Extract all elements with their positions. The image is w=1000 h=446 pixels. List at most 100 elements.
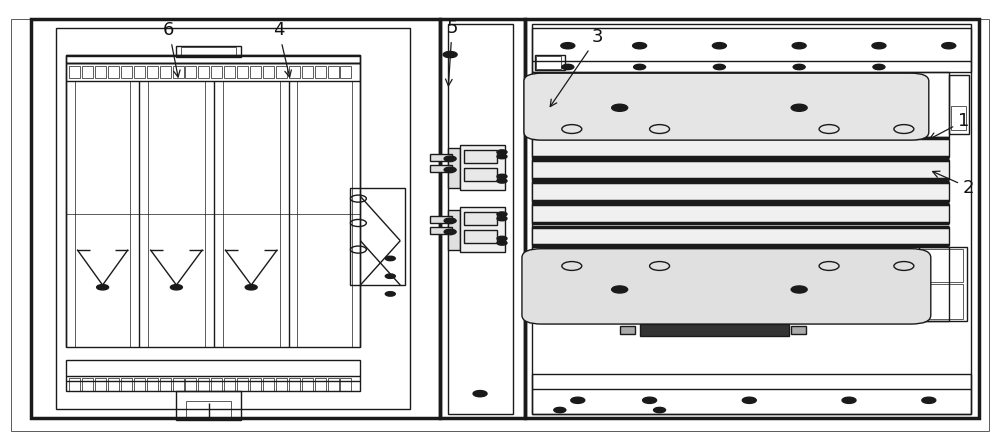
Text: 4: 4 [273, 21, 291, 77]
FancyBboxPatch shape [524, 73, 929, 140]
Circle shape [497, 241, 507, 245]
Bar [464, 150, 497, 163]
Circle shape [633, 43, 647, 49]
Bar [66, 54, 360, 63]
Bar [66, 63, 360, 347]
Bar [173, 66, 184, 78]
Circle shape [571, 397, 585, 403]
Bar [82, 66, 93, 78]
Bar [289, 378, 300, 391]
Bar [532, 160, 949, 179]
Bar [536, 56, 561, 69]
Bar [535, 54, 565, 70]
Text: 5: 5 [446, 19, 458, 86]
Bar [340, 378, 351, 391]
Bar [31, 19, 440, 418]
Bar [302, 378, 313, 391]
Bar [440, 19, 525, 418]
Circle shape [497, 216, 507, 221]
Circle shape [497, 236, 507, 241]
Circle shape [170, 285, 182, 290]
Text: 1: 1 [930, 112, 969, 139]
Circle shape [654, 407, 666, 413]
Circle shape [385, 256, 395, 260]
Circle shape [562, 64, 574, 70]
Bar [198, 378, 209, 391]
Bar [237, 66, 248, 78]
Bar [185, 378, 196, 391]
Bar [263, 66, 274, 78]
Bar [328, 66, 339, 78]
Circle shape [497, 150, 507, 154]
Circle shape [554, 407, 566, 413]
Bar [532, 204, 949, 223]
Bar [185, 66, 196, 78]
Bar [460, 145, 505, 190]
Circle shape [922, 397, 936, 403]
Bar [464, 212, 497, 225]
Bar [121, 378, 132, 391]
Bar [791, 326, 806, 334]
Circle shape [497, 179, 507, 183]
Circle shape [872, 43, 886, 49]
Circle shape [97, 285, 109, 290]
Polygon shape [448, 148, 460, 187]
Circle shape [712, 43, 726, 49]
Bar [328, 378, 339, 391]
Bar [66, 54, 360, 63]
Circle shape [385, 292, 395, 296]
Bar [315, 378, 326, 391]
Bar [95, 378, 106, 391]
Circle shape [873, 64, 885, 70]
Bar [173, 378, 184, 391]
Text: 2: 2 [933, 171, 974, 197]
Polygon shape [430, 227, 452, 234]
Circle shape [713, 64, 725, 70]
Circle shape [612, 104, 628, 112]
Circle shape [792, 43, 806, 49]
Bar [448, 24, 513, 413]
Circle shape [742, 397, 756, 403]
Bar [640, 324, 789, 336]
Bar [95, 66, 106, 78]
Bar [181, 47, 236, 55]
Circle shape [444, 229, 456, 235]
Circle shape [643, 397, 657, 403]
Bar [176, 392, 241, 420]
Bar [907, 95, 919, 119]
Bar [237, 378, 248, 391]
Bar [176, 45, 241, 57]
Bar [276, 66, 287, 78]
Bar [211, 66, 222, 78]
Bar [350, 187, 405, 285]
Polygon shape [448, 210, 460, 250]
Circle shape [385, 274, 395, 278]
Bar [108, 378, 119, 391]
Bar [302, 66, 313, 78]
Bar [464, 168, 497, 181]
Bar [108, 66, 119, 78]
Bar [951, 106, 966, 130]
Bar [532, 72, 949, 136]
Bar [134, 378, 145, 391]
Circle shape [634, 64, 646, 70]
Bar [532, 138, 949, 157]
Bar [69, 66, 80, 78]
Bar [211, 378, 222, 391]
Bar [525, 19, 979, 418]
Bar [82, 378, 93, 391]
Bar [250, 66, 261, 78]
Polygon shape [430, 165, 452, 172]
Bar [160, 378, 171, 391]
Bar [460, 207, 505, 252]
Bar [532, 24, 971, 413]
Circle shape [612, 286, 628, 293]
Circle shape [842, 397, 856, 403]
Bar [66, 54, 360, 81]
Bar [69, 378, 80, 391]
Bar [340, 66, 351, 78]
Circle shape [793, 64, 805, 70]
Bar [198, 66, 209, 78]
Bar [919, 248, 967, 321]
Circle shape [791, 104, 807, 112]
